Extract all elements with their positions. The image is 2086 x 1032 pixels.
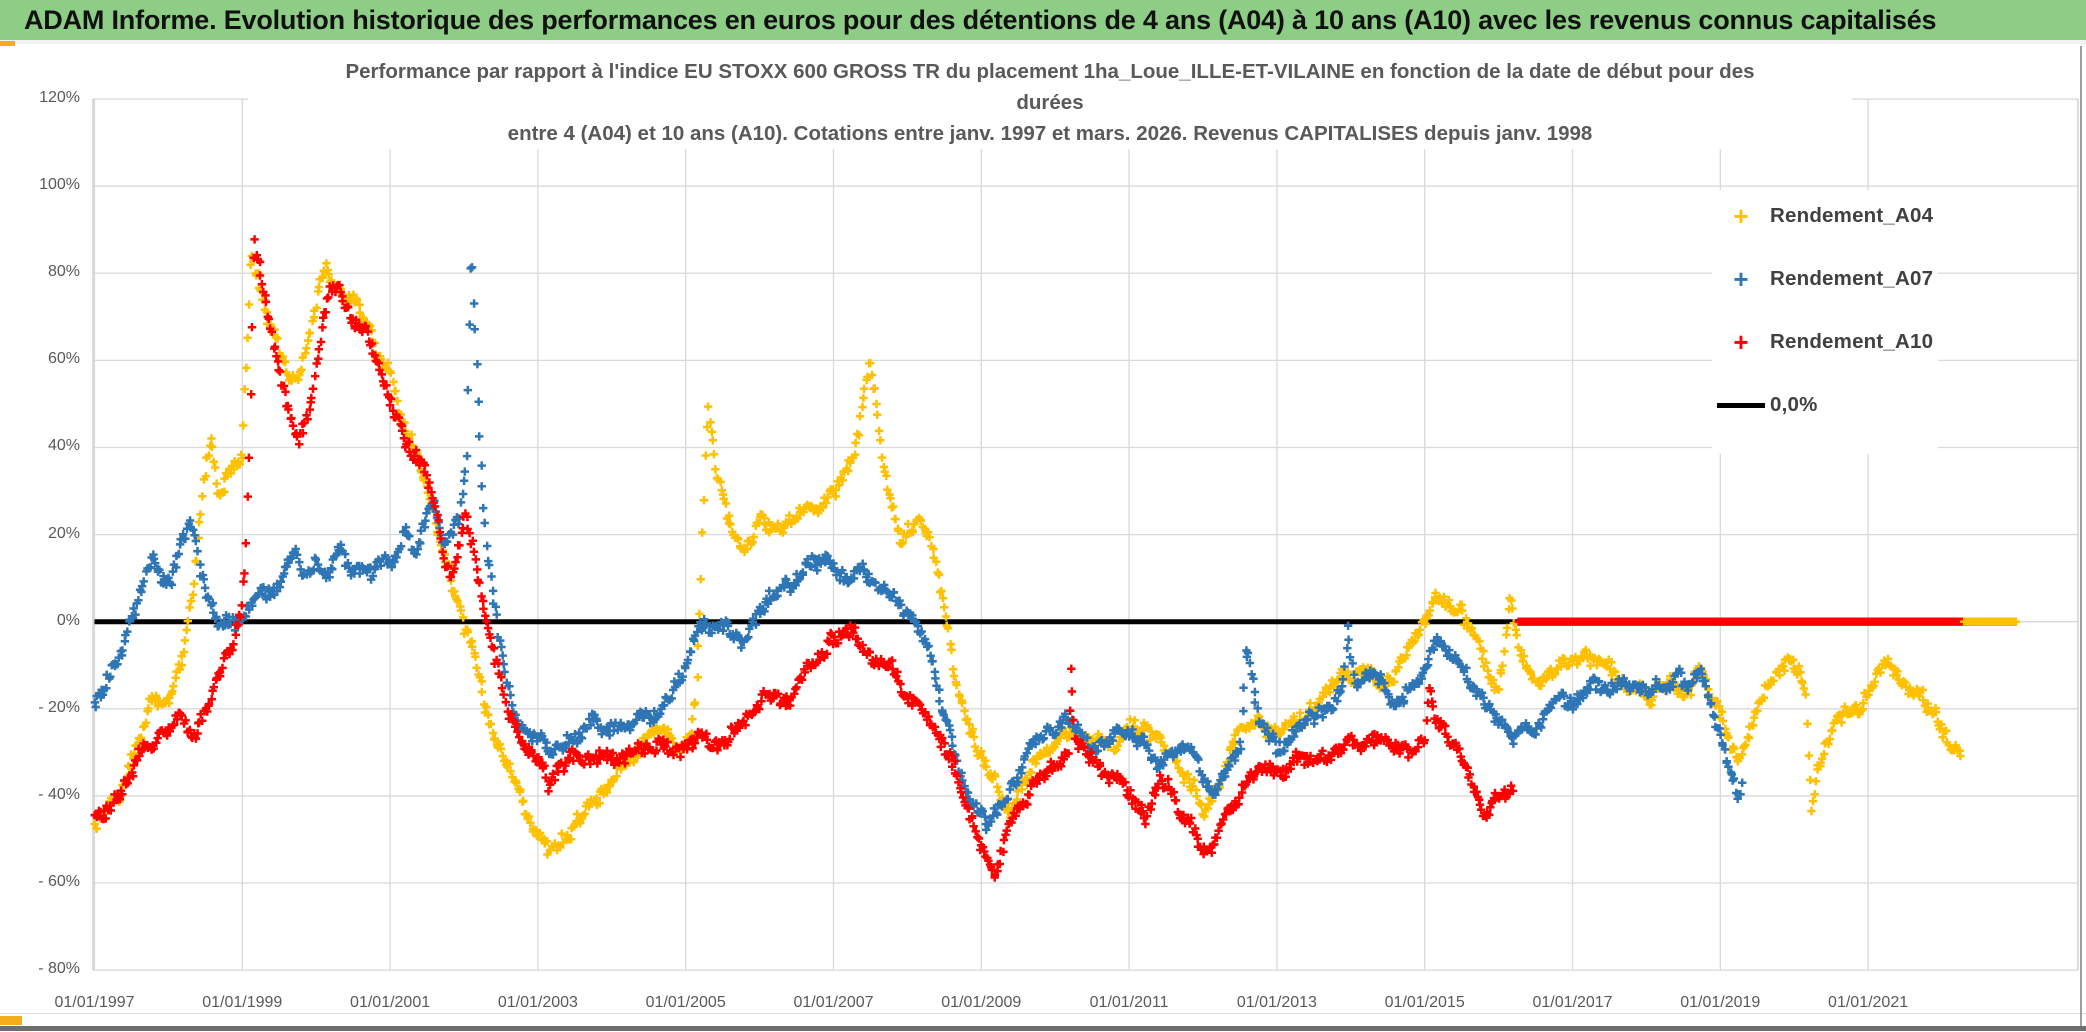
x-tick-label: 01/01/2021	[1828, 994, 1909, 1011]
plus-marker-icon-a07: +	[1733, 264, 1749, 294]
accent-bottomleft	[0, 1016, 22, 1025]
title-bar: ADAM Informe. Evolution historique des p…	[0, 0, 2086, 44]
accent-topleft	[0, 41, 15, 50]
y-tick-label: - 20%	[38, 698, 80, 716]
legend: + Rendement_A04 + Rendement_A07 + Rendem…	[1712, 190, 1938, 454]
chart-title-line3: entre 4 (A04) et 10 ans (A10). Cotations…	[507, 122, 1593, 145]
chart-area[interactable]: Performance par rapport à l'indice EU ST…	[0, 46, 2086, 1013]
legend-item-a04[interactable]: + Rendement_A04	[1712, 202, 1938, 230]
x-tick-label: 01/01/2015	[1384, 994, 1465, 1011]
x-tick-label: 01/01/2001	[350, 994, 431, 1011]
bottom-edge	[0, 1026, 2086, 1031]
y-tick-label: - 40%	[38, 785, 80, 803]
legend-label-a04: Rendement_A04	[1770, 204, 1934, 227]
legend-label-zero: 0,0%	[1770, 393, 1818, 416]
x-tick-label: 01/01/2017	[1532, 994, 1613, 1011]
y-tick-label: - 80%	[38, 960, 80, 978]
y-tick-label: - 60%	[38, 873, 80, 891]
y-tick-label: 80%	[47, 263, 80, 281]
x-tick-label: 01/01/2007	[793, 994, 874, 1011]
x-tick-label: 01/01/2003	[497, 994, 578, 1011]
y-tick-label: 20%	[47, 524, 80, 542]
y-tick-label: 40%	[47, 437, 80, 455]
zero-line-icon	[1717, 402, 1765, 408]
y-tick-label: 120%	[39, 89, 80, 107]
right-edge-line	[2080, 46, 2082, 1026]
x-tick-label: 01/01/2019	[1680, 994, 1761, 1011]
chart-title-line1: Performance par rapport à l'indice EU ST…	[345, 60, 1755, 83]
x-tick-label: 01/01/2005	[645, 994, 726, 1011]
page-title: ADAM Informe. Evolution historique des p…	[24, 4, 1937, 35]
plus-marker-icon-a04: +	[1733, 201, 1749, 231]
chart-title: Performance par rapport à l'indice EU ST…	[248, 56, 1852, 149]
y-tick-label: 100%	[39, 176, 80, 194]
legend-label-a07: Rendement_A07	[1770, 267, 1934, 290]
x-tick-label: 01/01/2013	[1236, 994, 1317, 1011]
y-tick-label: 60%	[47, 350, 80, 368]
legend-item-zero-line[interactable]: 0,0%	[1712, 391, 1938, 419]
x-tick-label: 01/01/2009	[941, 994, 1022, 1011]
legend-item-a10[interactable]: + Rendement_A10	[1712, 328, 1938, 356]
chart-title-line2: durées	[1016, 91, 1084, 114]
x-tick-label: 01/01/1999	[202, 994, 283, 1011]
legend-label-a10: Rendement_A10	[1770, 330, 1934, 353]
x-tick-label: 01/01/2011	[1089, 994, 1169, 1011]
x-tick-label: 01/01/1997	[54, 994, 135, 1011]
legend-item-a07[interactable]: + Rendement_A07	[1712, 265, 1938, 293]
y-tick-label: 0%	[56, 611, 80, 629]
plus-marker-icon-a10: +	[1733, 327, 1749, 357]
